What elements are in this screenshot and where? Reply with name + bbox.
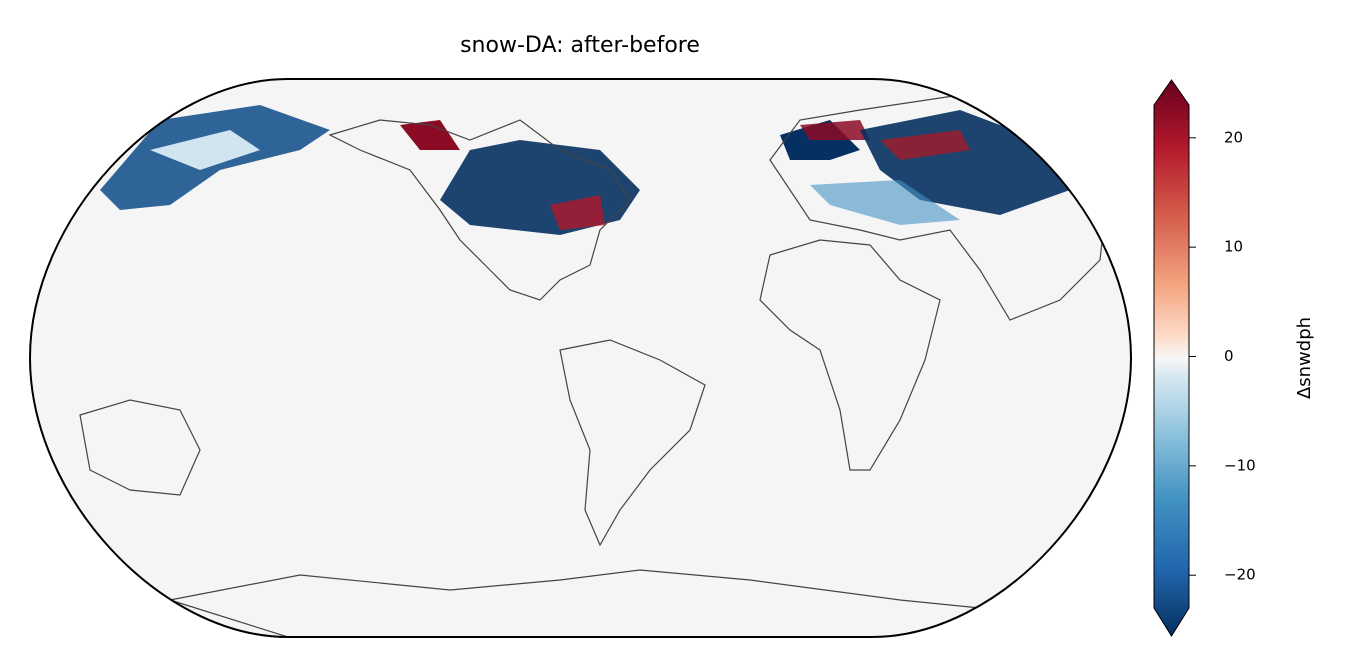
colorbar-tick-label: 0 <box>1224 347 1234 365</box>
colorbar: Δsnwdph −20 −10 0 10 20 <box>1153 79 1315 637</box>
colorbar-tick-label: −10 <box>1224 456 1256 474</box>
colorbar-tick-label: −20 <box>1224 566 1256 584</box>
map-background <box>30 79 1131 637</box>
map-title: snow-DA: after-before <box>460 33 700 58</box>
colorbar-tick-label: 20 <box>1224 128 1243 146</box>
snow-increments <box>100 105 1070 235</box>
colorbar-tick-label: 10 <box>1224 238 1243 256</box>
colorbar-body <box>1153 79 1190 637</box>
colorbar-label: Δsnwdph <box>1294 317 1315 399</box>
map-frame <box>28 78 1133 638</box>
coastlines <box>79 94 1111 637</box>
map <box>28 78 1133 638</box>
